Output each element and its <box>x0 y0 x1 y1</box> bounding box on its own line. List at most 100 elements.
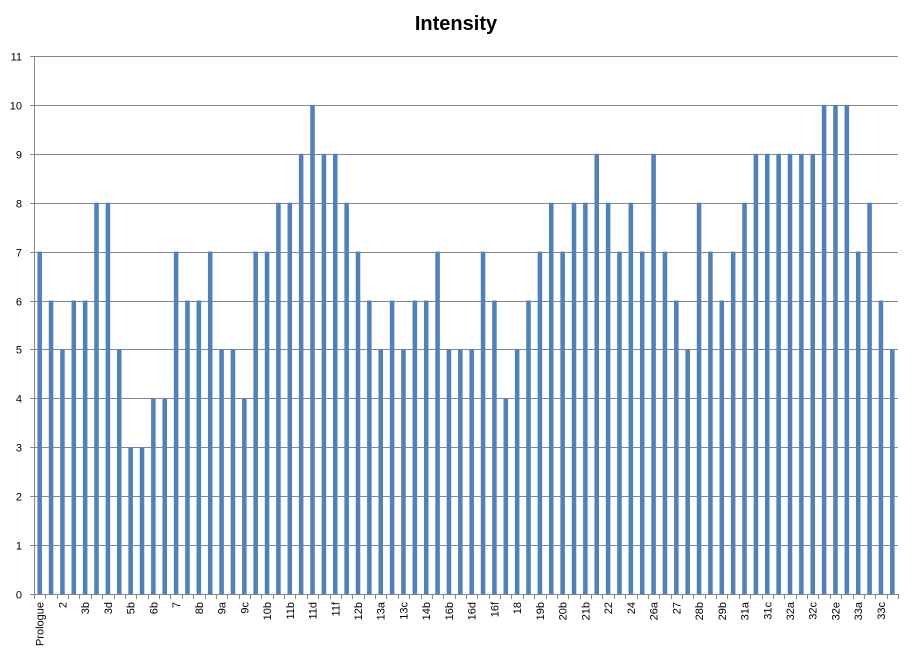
bar <box>571 202 577 595</box>
x-tick-label: 2 <box>57 602 69 608</box>
y-tick-labels: 0 1 2 3 4 5 6 7 8 9 10 11 <box>10 52 22 602</box>
bar <box>651 153 656 594</box>
bar <box>787 153 793 594</box>
bar <box>605 202 611 595</box>
bar <box>60 349 65 594</box>
bar <box>617 251 622 594</box>
x-tick-label: 32a <box>785 601 797 620</box>
x-tick-label: 32c <box>808 602 820 620</box>
bar <box>344 202 349 595</box>
x-tick-label: 11b <box>285 602 297 620</box>
bar <box>764 153 770 594</box>
bar <box>105 202 111 595</box>
bar <box>594 153 600 594</box>
bar <box>719 300 725 594</box>
bar <box>639 251 645 594</box>
bar <box>435 251 440 594</box>
bar <box>94 202 99 595</box>
bar <box>332 153 338 594</box>
bar <box>742 202 747 595</box>
bar <box>628 202 634 595</box>
x-tick-labels: Prologue 2 3b 3d 5b 6b 7 8b 9a 9c 10b 11b 11d 11f 12b 1… <box>35 601 888 646</box>
bar <box>674 300 679 594</box>
x-tick-label: 10b <box>262 602 274 620</box>
x-tick-label: 24 <box>626 602 638 614</box>
bar <box>514 349 520 594</box>
bar <box>708 251 713 594</box>
x-tick-label: 16d <box>467 602 479 620</box>
bar <box>696 202 702 595</box>
bar <box>844 104 850 594</box>
bar <box>48 300 54 594</box>
bar <box>583 202 588 595</box>
bar <box>878 300 884 594</box>
bar <box>162 398 168 594</box>
bar <box>469 349 474 594</box>
bar <box>128 447 133 594</box>
y-tick-label: 6 <box>16 297 22 309</box>
x-tick-label: 7 <box>171 602 183 608</box>
bar <box>890 349 895 594</box>
bar <box>151 398 156 594</box>
x-tick-label: 11d <box>308 602 320 620</box>
x-tick-label: 22 <box>603 602 615 614</box>
y-tick-label: 4 <box>16 394 22 406</box>
x-tick-label: 9c <box>239 602 251 614</box>
bar <box>355 251 361 594</box>
x-tick-label: 12b <box>353 602 365 620</box>
x-tick-label: 6b <box>148 602 160 614</box>
bar <box>412 300 418 594</box>
x-tick-label: 14b <box>421 602 433 620</box>
x-tick-label: 19b <box>535 602 547 620</box>
bar <box>116 349 122 594</box>
x-tick-label: Prologue <box>35 602 47 646</box>
bar <box>173 251 179 594</box>
y-tick-label: 8 <box>16 199 22 211</box>
bar <box>560 251 565 594</box>
x-tick-label: 13a <box>376 601 388 620</box>
bar <box>821 104 827 594</box>
bar <box>71 300 77 594</box>
y-tick-label: 11 <box>11 52 22 64</box>
bar <box>855 251 861 594</box>
x-tick-label: 33a <box>853 601 865 620</box>
bar <box>833 104 838 594</box>
bar <box>389 300 395 594</box>
bar <box>810 153 816 594</box>
x-tick-label: 29b <box>717 602 729 620</box>
bar <box>298 153 304 594</box>
bar <box>230 349 236 594</box>
bar <box>207 251 213 594</box>
bar <box>662 251 668 594</box>
bar <box>219 349 224 594</box>
y-tick-label: 7 <box>16 248 22 260</box>
bar <box>492 300 497 594</box>
y-tick-label: 3 <box>16 443 22 455</box>
bars <box>37 104 895 595</box>
x-tick-label: 32e <box>830 602 842 620</box>
bar <box>310 104 315 594</box>
y-tick-label: 5 <box>16 345 22 357</box>
x-tick-label: 31a <box>740 601 752 620</box>
x-tick-label: 5b <box>126 602 138 614</box>
x-tick-label: 21b <box>580 602 592 620</box>
x-tick-label: 33c <box>876 602 888 620</box>
y-tick-label: 2 <box>16 492 22 504</box>
x-tick-label: 27 <box>671 602 683 614</box>
bar <box>37 251 42 594</box>
bar <box>753 153 759 594</box>
bar <box>378 349 384 594</box>
bar <box>253 251 258 594</box>
bar <box>423 300 429 594</box>
x-tick-label: 28b <box>694 602 706 620</box>
x-tick-label: 8b <box>194 602 206 614</box>
x-tick-label: 26a <box>649 601 661 620</box>
bar <box>537 251 543 594</box>
y-tick-label: 1 <box>16 541 22 553</box>
x-tick-label: 11f <box>330 601 342 616</box>
bar <box>139 447 145 594</box>
bar <box>276 202 281 595</box>
x-tick-label: 18 <box>512 602 524 614</box>
bar <box>242 398 247 594</box>
